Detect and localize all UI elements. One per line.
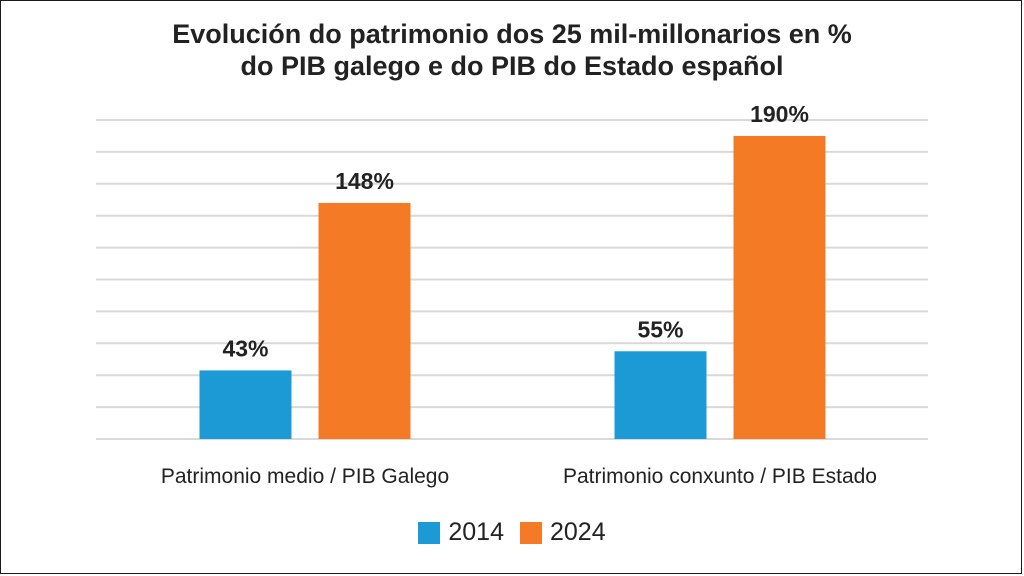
legend-label-2014: 2014 [448, 518, 504, 546]
legend-item-2014: 2014 [418, 518, 504, 547]
legend-swatch-2014 [418, 521, 441, 544]
chart-title: Evolución do patrimonio dos 25 mil-millo… [0, 18, 1024, 82]
data-labels: 43% 148% 55% 190% [222, 101, 808, 361]
data-label-2014-2: 55% [637, 316, 683, 342]
bar-2014-2 [614, 351, 707, 439]
data-label-2014-1: 43% [222, 335, 268, 361]
chart-title-line-2: do PIB galego e do PIB do Estado español [240, 51, 784, 81]
legend-swatch-2024 [520, 521, 542, 544]
legend-item-2024: 2024 [520, 518, 606, 547]
category-labels: Patrimonio medio / PIB Galego Patrimonio … [161, 465, 877, 488]
data-label-2024-2: 190% [750, 101, 809, 127]
data-label-2024-1: 148% [335, 168, 394, 194]
legend-label-2024: 2024 [550, 518, 606, 546]
bars [199, 135, 826, 439]
legend: 2014 2024 [0, 518, 1024, 547]
category-label-1: Patrimonio medio / PIB Galego [161, 465, 449, 488]
bar-2024-1 [318, 202, 411, 439]
category-label-2: Patrimonio conxunto / PIB Estado [563, 465, 877, 488]
chart-title-line-1: Evolución do patrimonio dos 25 mil-millo… [172, 19, 852, 49]
bar-2014-1 [199, 370, 292, 439]
bar-2024-2 [733, 135, 826, 439]
